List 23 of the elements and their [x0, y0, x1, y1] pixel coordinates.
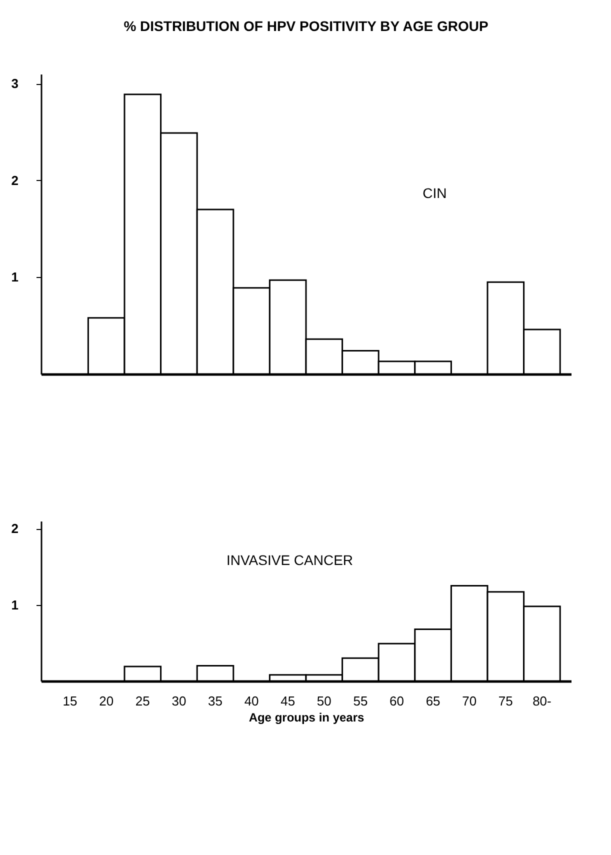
x-tick-label: 15 — [62, 694, 78, 708]
x-tick-label: 30 — [172, 694, 186, 708]
x-tick-label: 25 — [135, 694, 150, 708]
annotation: CIN — [422, 185, 447, 201]
x-tick-label: 75 — [498, 694, 513, 708]
y-tick-label: 1 — [11, 597, 18, 612]
x-tick-label: 70 — [462, 694, 477, 708]
y-tick-label: 1 — [11, 270, 18, 285]
x-tick-label: 55 — [353, 694, 368, 708]
x-tick-label: 50 — [316, 694, 332, 708]
annotation: INVASIVE CANCER — [226, 552, 354, 568]
x-tick-label: 80- — [532, 694, 552, 708]
x-axis-title: Age groups in years — [248, 710, 365, 724]
chart-title: % DISTRIBUTION OF HPV POSITIVITY BY AGE GROUP — [124, 18, 488, 34]
x-tick-label: 65 — [426, 694, 440, 708]
x-tick-label: 20 — [99, 694, 114, 708]
x-tick-label: 40 — [244, 694, 259, 708]
x-tick-label: 35 — [208, 694, 222, 708]
x-tick-label: 45 — [280, 694, 296, 708]
y-tick-label: 2 — [11, 521, 18, 536]
y-tick-label: 3 — [11, 76, 18, 92]
x-tick-label: 60 — [390, 694, 404, 708]
y-tick-label: 2 — [11, 172, 18, 188]
